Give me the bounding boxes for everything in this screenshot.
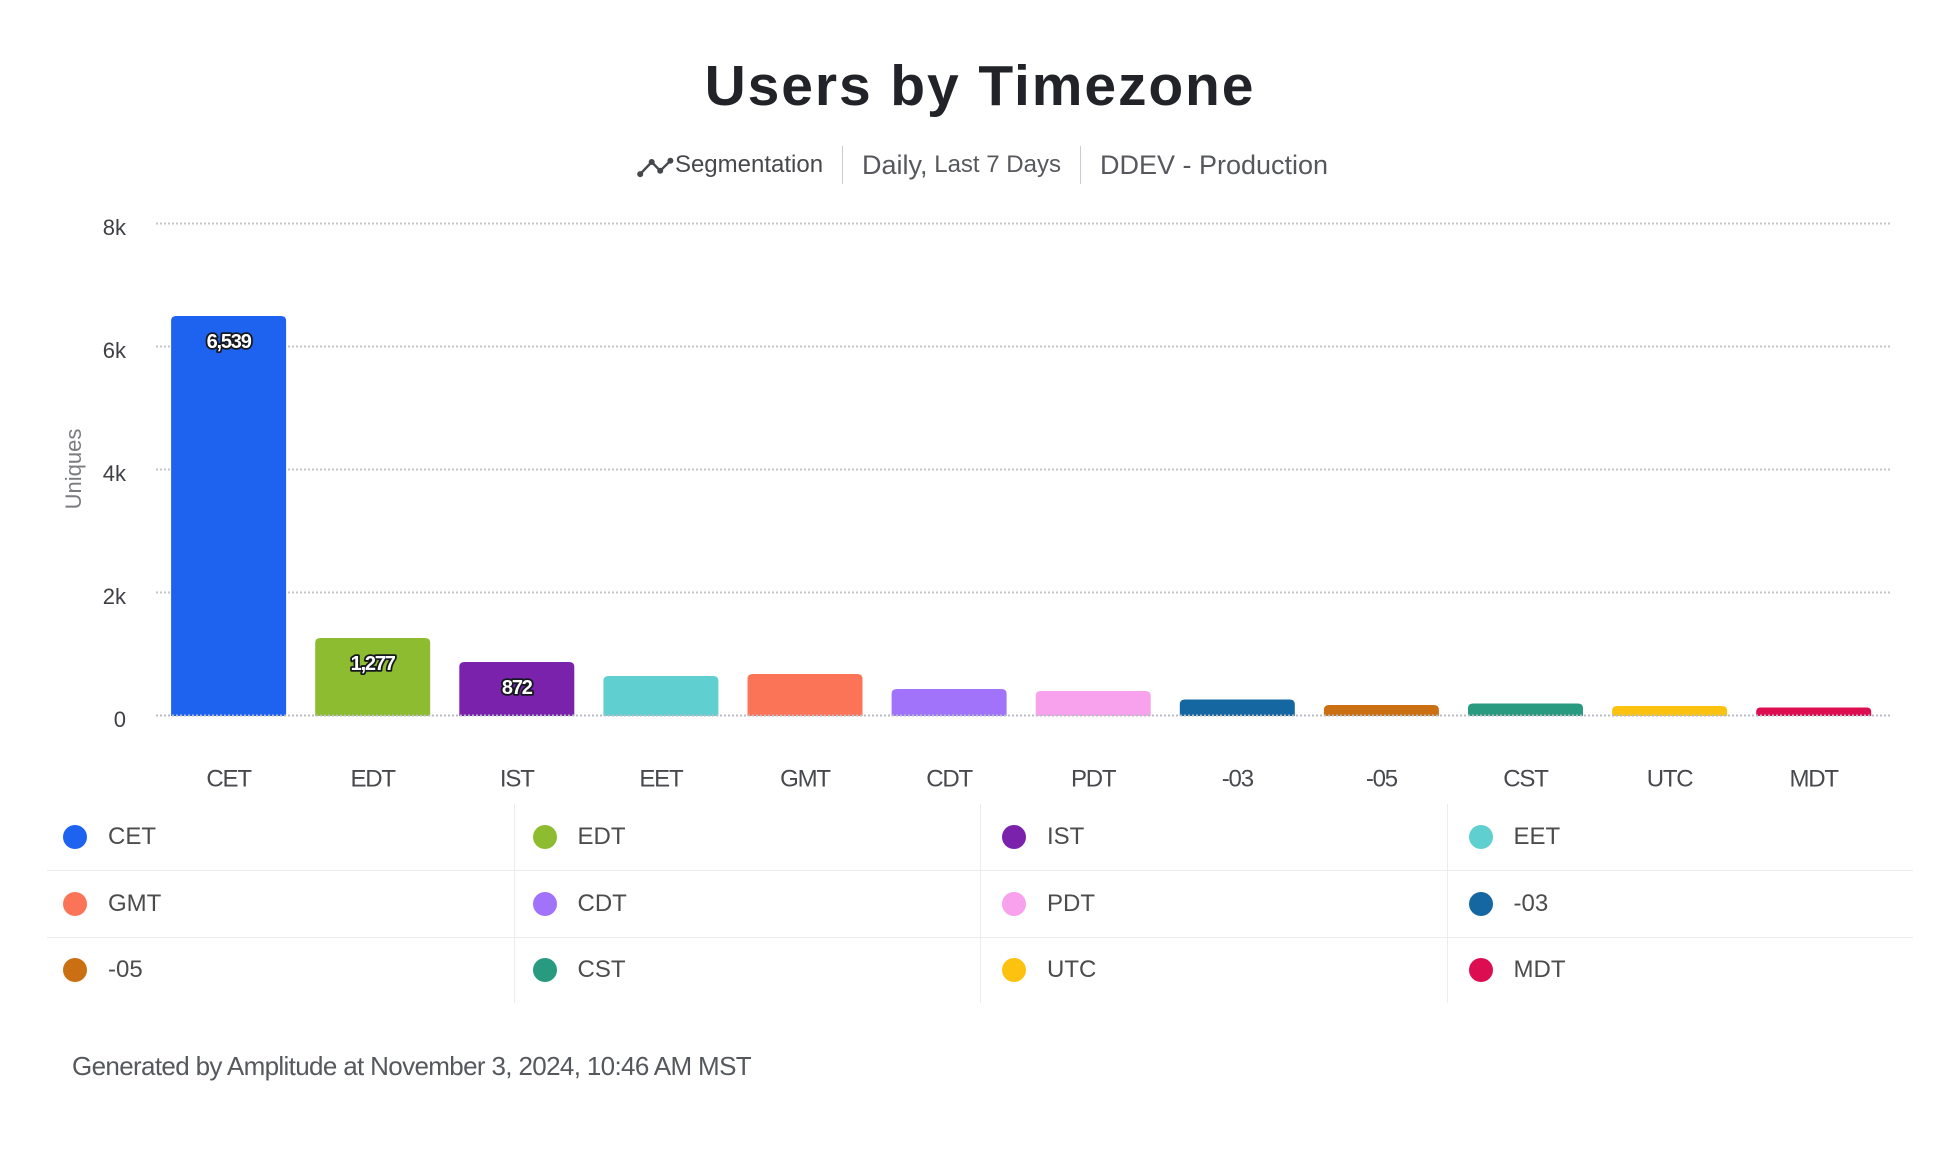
svg-text:Uniques: Uniques [61,429,86,510]
svg-text:4k: 4k [103,461,127,486]
svg-text:CDT: CDT [926,766,973,793]
svg-text:UTC: UTC [1647,766,1694,793]
svg-text:GMT: GMT [780,766,831,793]
svg-text:6k: 6k [103,338,127,363]
svg-text:MDT: MDT [1790,766,1840,793]
svg-text:6,539: 6,539 [207,331,252,353]
svg-text:8k: 8k [103,215,127,240]
svg-text:CST: CST [1503,766,1549,793]
svg-text:CET: CET [206,766,252,793]
svg-text:EET: EET [639,766,684,793]
svg-text:0: 0 [114,707,126,732]
svg-text:PDT: PDT [1071,766,1117,793]
svg-text:EDT: EDT [350,766,396,793]
svg-text:872: 872 [502,677,533,699]
svg-text:-03: -03 [1222,766,1254,793]
svg-text:1,277: 1,277 [351,653,396,675]
svg-text:2k: 2k [103,584,127,609]
svg-text:-05: -05 [1366,766,1398,793]
svg-text:IST: IST [500,766,535,793]
